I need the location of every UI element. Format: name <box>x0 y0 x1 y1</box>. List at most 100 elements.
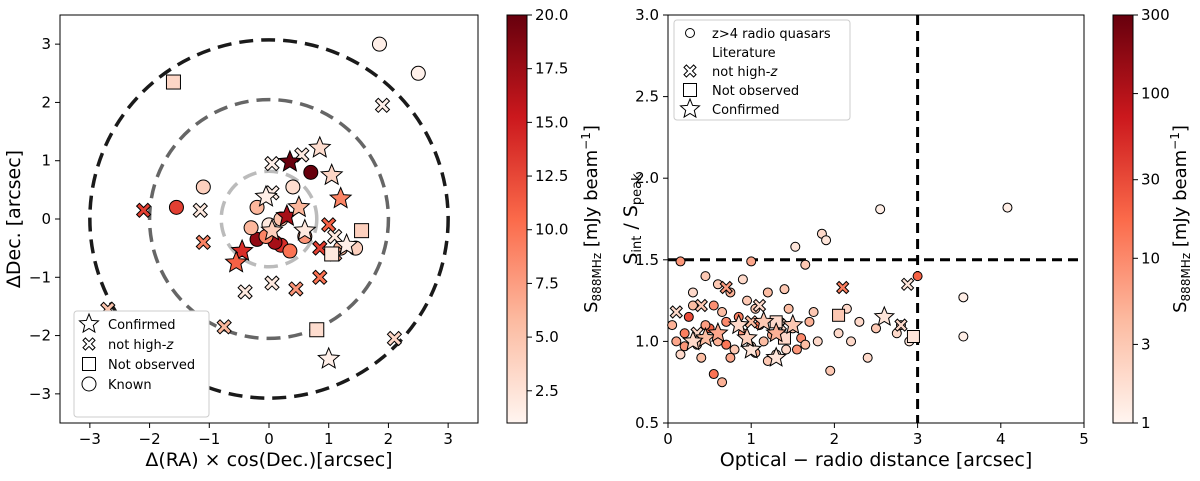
data-point-circle <box>790 241 801 252</box>
data-points-left <box>100 36 426 369</box>
legend-square-icon <box>82 357 96 371</box>
y-tick-label: 2 <box>41 93 51 111</box>
data-point-circle <box>821 235 832 246</box>
legend-label: z>4 radio quasars <box>712 27 831 42</box>
threshold-lines <box>668 15 1084 423</box>
x-tick-label: 1 <box>324 430 334 448</box>
data-point-circle <box>800 339 811 350</box>
colorbar-left: 2.5 5.0 7.5 10.0 12.5 15.0 17.5 20.0 S888MHz [m… <box>506 6 604 424</box>
data-point-star <box>707 321 729 343</box>
legend-label: not high-z <box>108 338 174 353</box>
y-tick-label: 1.5 <box>635 251 659 269</box>
data-point-circle <box>708 300 719 311</box>
data-point-circle <box>687 287 698 298</box>
x-tick-label: −2 <box>139 430 161 448</box>
colorbar-tick-label: 12.5 <box>535 167 568 185</box>
data-point-circle <box>846 336 857 347</box>
ticks-right: 0 1 2 3 4 5 0.5 1.0 1.5 2.0 2.5 3.0 <box>635 6 1089 448</box>
data-point-circle <box>912 271 923 282</box>
data-point-circle <box>783 303 794 314</box>
data-point-circle <box>854 316 865 327</box>
data-point-circle <box>371 36 387 52</box>
colorbar-tick-label: 300 <box>1141 6 1170 24</box>
data-point-circle <box>758 336 769 347</box>
ticks-left: −3 −2 −1 0 1 2 3 −3 −2 −1 0 1 2 3 <box>29 35 453 448</box>
data-point-circle <box>958 331 969 342</box>
data-point-x <box>216 319 232 335</box>
data-point-star <box>317 346 341 369</box>
legend-right: z>4 radio quasars Literature not high-z Not… <box>673 19 851 121</box>
data-point-star <box>278 149 302 172</box>
legend-left: Confirmed not high-z Not observed Known <box>73 310 210 418</box>
legend-x-icon <box>683 64 697 78</box>
data-point-x <box>288 281 304 297</box>
data-point-circle <box>243 220 259 236</box>
colorbar-tick-label: 100 <box>1141 85 1170 103</box>
data-point-circle <box>687 300 698 311</box>
legend-box-right <box>673 19 851 121</box>
y-tick-label: 2.0 <box>635 169 659 187</box>
data-point-circle <box>696 352 707 363</box>
colorbar-tick-label: 10 <box>1141 249 1160 267</box>
legend-label: Confirmed <box>712 103 780 118</box>
data-point-x <box>312 269 328 286</box>
data-point-circle <box>729 344 740 355</box>
data-point-x <box>264 275 280 291</box>
colorbar-tick-label: 20.0 <box>535 6 568 24</box>
data-point-star <box>260 218 284 241</box>
data-point-star <box>328 186 353 209</box>
data-point-circle <box>717 377 728 388</box>
legend-square-icon <box>683 83 697 97</box>
radius-circle <box>88 38 450 400</box>
data-point-circle <box>717 307 728 318</box>
radius-circle <box>219 169 319 269</box>
y-axis-label-right: Sint / Speak <box>620 173 645 265</box>
data-point-x <box>264 155 280 172</box>
legend-label: Not observed <box>712 84 799 99</box>
y-tick-label: 2.5 <box>635 88 659 106</box>
data-point-x <box>894 318 908 332</box>
data-point-star <box>727 313 750 335</box>
data-point-circle <box>808 307 819 318</box>
data-point-circle <box>825 365 836 376</box>
x-tick-label: 0 <box>264 430 274 448</box>
y-tick-label: 1.0 <box>635 332 659 350</box>
x-tick-label: 5 <box>1079 430 1089 448</box>
data-point-x <box>386 330 403 347</box>
data-point-square <box>309 322 325 338</box>
data-points-right <box>667 202 1013 388</box>
data-point-circle <box>282 243 298 259</box>
data-point-square <box>906 330 920 344</box>
data-point-star <box>224 250 248 273</box>
legend-label: Known <box>108 378 152 393</box>
colorbar-tick-label: 30 <box>1141 171 1160 189</box>
y-tick-label: 1 <box>41 152 51 170</box>
data-point-x <box>320 217 337 233</box>
y-tick-label: 0.5 <box>635 414 659 432</box>
colorbar-tick-label: 2.5 <box>535 382 559 400</box>
data-point-x <box>135 202 152 219</box>
y-tick-label: −1 <box>29 268 51 286</box>
colorbar-tick-label: 17.5 <box>535 60 568 78</box>
data-point-circle <box>812 336 823 347</box>
data-point-star <box>782 313 804 335</box>
data-point-circle <box>871 323 881 334</box>
legend-star-icon <box>679 97 701 119</box>
colorbar-label-left: S888MHz [mJy beam−1] <box>579 125 604 313</box>
data-point-star <box>254 184 278 207</box>
y-tick-label: 3 <box>41 35 51 53</box>
x-axis-label-left: Δ(RA) × cos(Dec.)[arcsec] <box>145 449 392 471</box>
data-point-circle <box>800 259 811 270</box>
x-tick-label: −3 <box>79 430 101 448</box>
y-tick-label: −3 <box>29 385 51 403</box>
data-point-circle <box>285 179 301 195</box>
x-tick-label: 2 <box>830 430 840 448</box>
legend-label: Not observed <box>108 358 195 373</box>
data-point-star <box>293 218 317 241</box>
data-point-x <box>900 277 915 292</box>
data-point-circle <box>667 320 678 331</box>
legend-label: Literature <box>712 46 776 61</box>
legend-box-left <box>73 310 210 418</box>
data-point-circle <box>781 344 792 355</box>
x-tick-label: 1 <box>746 430 756 448</box>
